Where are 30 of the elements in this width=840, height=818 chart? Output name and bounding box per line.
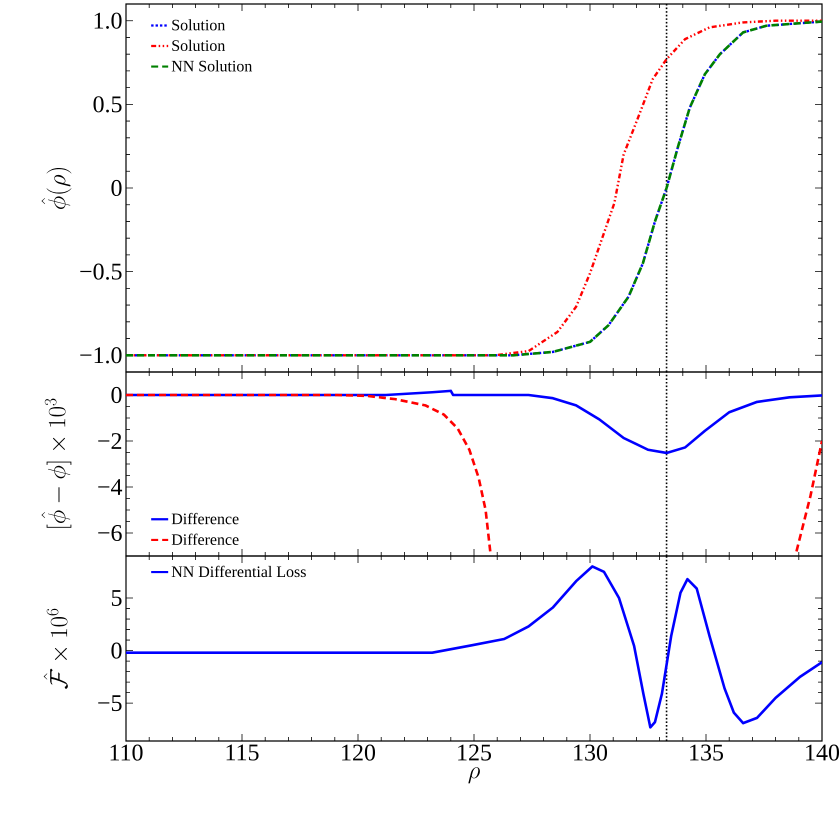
y-axis-title: $[\hat{\phi}-\phi]\times 10^3$ — [41, 398, 72, 528]
x-tick-label: 110 — [110, 744, 143, 761]
y-tick-label: −4 — [98, 479, 122, 495]
x-tick-label: 140 — [806, 744, 840, 761]
y-tick-label: −5 — [98, 695, 122, 712]
y-tick-label: 0.5 — [94, 96, 122, 112]
y-tick-label: −1.0 — [80, 347, 122, 364]
y-tick-label: 0 — [111, 180, 122, 196]
y-tick-label: −2 — [98, 433, 122, 449]
x-tick-label: 135 — [690, 744, 723, 761]
x-axis-title: $\rho$ — [468, 767, 480, 784]
x-tick-label: 115 — [226, 744, 259, 761]
y-tick-label: 0 — [111, 642, 122, 659]
x-tick-label: 130 — [574, 744, 608, 761]
legend-label: Solution — [172, 40, 226, 51]
x-tick-label: 120 — [342, 744, 376, 761]
y-tick-label: 0 — [111, 386, 122, 404]
legend-label: NN Solution — [172, 60, 252, 72]
legend-label: Difference — [172, 512, 239, 524]
x-tick-label: 125 — [458, 744, 491, 761]
legend-label: Difference — [172, 534, 239, 545]
legend-label: NN Differential Loss — [172, 566, 306, 578]
line-series — [126, 565, 822, 729]
y-tick-label: −0.5 — [80, 264, 122, 280]
y-axis-title: $\hat{\mathcal{F}}\times 10^6$ — [44, 608, 68, 689]
y-tick-label: 5 — [112, 590, 122, 606]
y-tick-label: −6 — [98, 524, 122, 542]
y-tick-label: 1.0 — [94, 12, 122, 29]
legend-label: Solution — [172, 19, 226, 30]
y-axis-title: $\hat{\phi}(\rho)$ — [41, 168, 72, 210]
